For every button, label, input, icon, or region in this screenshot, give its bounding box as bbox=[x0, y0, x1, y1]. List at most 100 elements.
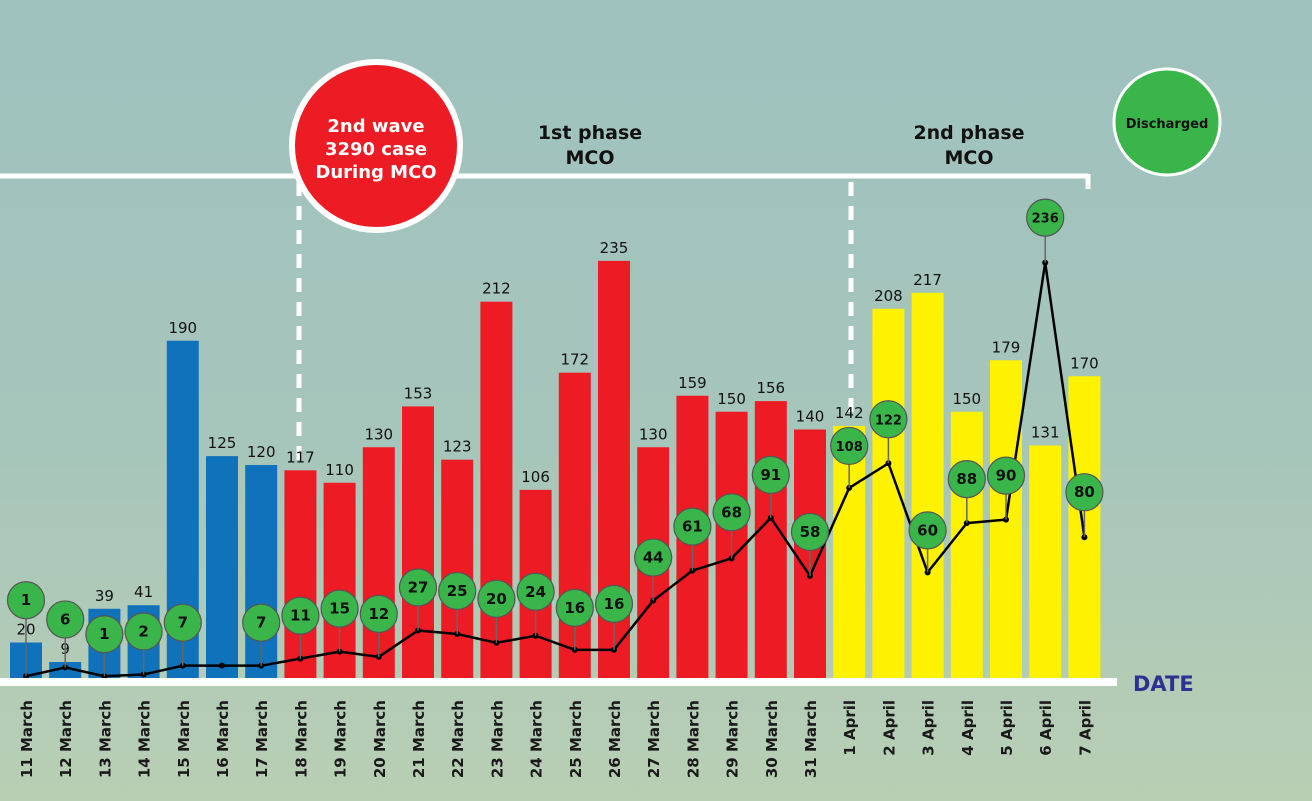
discharged-value-label: 60 bbox=[917, 521, 938, 539]
discharged-value-label: 80 bbox=[1074, 483, 1095, 501]
bar-value-label: 106 bbox=[521, 468, 550, 486]
second-wave-line2: 3290 case bbox=[325, 139, 427, 160]
discharged-value-label: 44 bbox=[643, 549, 664, 567]
discharged-bubble bbox=[869, 400, 908, 439]
discharged-bubble bbox=[790, 512, 830, 552]
discharged-value-label: 11 bbox=[290, 607, 311, 625]
phase1-title-line1: 1st phase bbox=[538, 122, 642, 144]
x-tick-label: 16 March bbox=[214, 700, 232, 778]
discharged-bubble bbox=[947, 460, 986, 499]
discharged-bubble bbox=[1065, 473, 1104, 512]
second-wave-badge bbox=[289, 59, 463, 233]
x-tick-label: 7 April bbox=[1076, 700, 1094, 756]
x-tick-label: 28 March bbox=[684, 700, 702, 778]
x-tick-label: 18 March bbox=[292, 700, 310, 778]
bar-value-label: 150 bbox=[952, 390, 981, 408]
discharged-value-label: 20 bbox=[486, 590, 507, 608]
bar-value-label: 110 bbox=[325, 461, 354, 479]
x-tick-label: 13 March bbox=[96, 700, 114, 778]
bar-value-label: 120 bbox=[247, 443, 276, 461]
discharged-bubble bbox=[124, 612, 163, 651]
second-wave-line1: 2nd wave bbox=[327, 116, 424, 137]
x-tick-label: 20 March bbox=[371, 700, 389, 778]
x-tick-label: 25 March bbox=[567, 700, 585, 778]
discharged-value-label: 16 bbox=[564, 599, 585, 617]
x-tick-label: 17 March bbox=[253, 700, 271, 778]
bar-value-label: 150 bbox=[717, 390, 746, 408]
x-tick-label: 31 March bbox=[802, 700, 820, 778]
discharged-value-label: 7 bbox=[178, 614, 188, 632]
discharged-value-label: 58 bbox=[800, 523, 821, 541]
bar-value-label: 156 bbox=[756, 379, 785, 397]
discharged-bubble bbox=[555, 588, 594, 627]
discharged-value-label: 1 bbox=[21, 591, 31, 609]
phase2-title-line1: 2nd phase bbox=[913, 122, 1024, 144]
discharged-bubble bbox=[986, 456, 1026, 495]
bar-value-label: 235 bbox=[600, 239, 629, 257]
bar-value-label: 140 bbox=[796, 408, 825, 426]
discharged-value-label: 15 bbox=[329, 600, 350, 618]
x-tick-label: 21 March bbox=[410, 700, 428, 778]
bar-value-label: 117 bbox=[286, 448, 315, 466]
discharged-value-label: 1 bbox=[99, 625, 109, 643]
bar-30-march bbox=[754, 401, 787, 678]
x-tick-label: 24 March bbox=[528, 700, 546, 778]
discharged-bubble bbox=[751, 455, 790, 494]
bar-value-label: 41 bbox=[134, 583, 153, 601]
discharged-value-label: 91 bbox=[760, 466, 781, 484]
discharged-value-label: 24 bbox=[525, 583, 546, 601]
phase1-title-line2: MCO bbox=[565, 147, 614, 169]
x-tick-labels: 11 March 12 March 13 March 14 March 15 March… bbox=[18, 700, 1094, 778]
discharged-value-label: 108 bbox=[836, 440, 863, 455]
discharged-value-label: 25 bbox=[447, 582, 468, 600]
discharged-value-label: 2 bbox=[138, 622, 148, 640]
discharged-value-label: 16 bbox=[604, 595, 625, 613]
x-tick-label: 23 March bbox=[488, 700, 506, 778]
x-tick-label: 5 April bbox=[998, 700, 1016, 756]
discharged-bubble bbox=[398, 568, 438, 607]
bar-3-april bbox=[911, 292, 944, 678]
discharged-point bbox=[219, 662, 225, 669]
discharged-bubble bbox=[359, 594, 398, 633]
discharged-bubble bbox=[281, 596, 320, 635]
x-axis-label: DATE bbox=[1133, 672, 1194, 696]
discharged-bubble bbox=[320, 589, 359, 628]
bar-value-label: 172 bbox=[560, 351, 589, 369]
bar-value-label: 130 bbox=[364, 425, 393, 443]
x-tick-label: 29 March bbox=[724, 700, 742, 778]
x-tick-label: 15 March bbox=[175, 700, 193, 778]
x-tick-label: 3 April bbox=[920, 700, 938, 756]
bar-value-label: 153 bbox=[404, 384, 433, 402]
discharged-bubble bbox=[163, 603, 202, 642]
x-tick-label: 1 April bbox=[841, 700, 859, 756]
discharged-value-label: 88 bbox=[956, 470, 977, 488]
x-tick-label: 22 March bbox=[449, 700, 467, 778]
bar-value-label: 190 bbox=[168, 319, 197, 337]
discharged-bubble bbox=[477, 579, 516, 618]
phase2-title-line2: MCO bbox=[944, 147, 993, 169]
bar-value-label: 142 bbox=[835, 404, 864, 422]
discharged-value-label: 122 bbox=[875, 413, 902, 428]
discharged-value-label: 7 bbox=[256, 614, 266, 632]
discharged-value-label: 236 bbox=[1032, 212, 1059, 227]
discharged-bubble bbox=[516, 572, 555, 611]
bar-value-label: 39 bbox=[95, 587, 114, 605]
second-wave-line3: During MCO bbox=[315, 162, 436, 183]
discharged-value-label: 61 bbox=[682, 518, 703, 536]
x-tick-label: 2 April bbox=[880, 700, 898, 756]
bar-value-label: 217 bbox=[913, 271, 942, 289]
bar-value-label: 170 bbox=[1070, 354, 1099, 372]
discharged-value-label: 12 bbox=[368, 605, 389, 623]
discharged-bubble bbox=[46, 600, 85, 639]
discharged-bubble bbox=[712, 493, 751, 532]
discharged-value-label: 27 bbox=[408, 578, 429, 596]
discharged-value-label: 6 bbox=[60, 610, 70, 628]
discharged-bubble bbox=[6, 581, 46, 620]
bar-value-label: 159 bbox=[678, 374, 707, 392]
discharged-bubble bbox=[594, 584, 634, 623]
discharged-bubble bbox=[85, 615, 124, 654]
bar-value-label: 208 bbox=[874, 287, 903, 305]
x-axis-line bbox=[0, 678, 1117, 686]
